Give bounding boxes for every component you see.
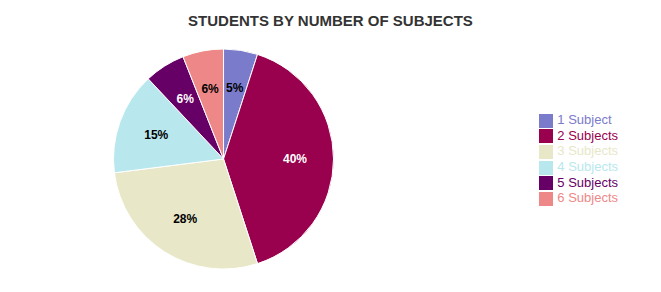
html-text:6 Subjects: 6 Subjects [557, 190, 618, 206]
html-text:4 Subjects: 4 Subjects [557, 159, 618, 174]
html-text:5 Subjects: 5 Subjects [557, 174, 618, 190]
html-text:1 Subject: 1 Subject [557, 112, 612, 128]
svg-text:28%: 28% [173, 212, 197, 226]
svg-text:6%: 6% [201, 82, 219, 96]
svg-text:6%: 6% [177, 92, 195, 106]
svg-text:5%: 5% [226, 81, 244, 95]
html-text:2 Subjects: 2 Subjects [557, 127, 618, 143]
svg-text:15%: 15% [144, 128, 168, 142]
html-text:STUDENTS BY NUMBER OF SUBJECTS: STUDENTS BY NUMBER OF SUBJECTS [188, 12, 473, 29]
html-text:3 Subjects: 3 Subjects [557, 143, 618, 159]
svg-text:40%: 40% [283, 152, 307, 166]
